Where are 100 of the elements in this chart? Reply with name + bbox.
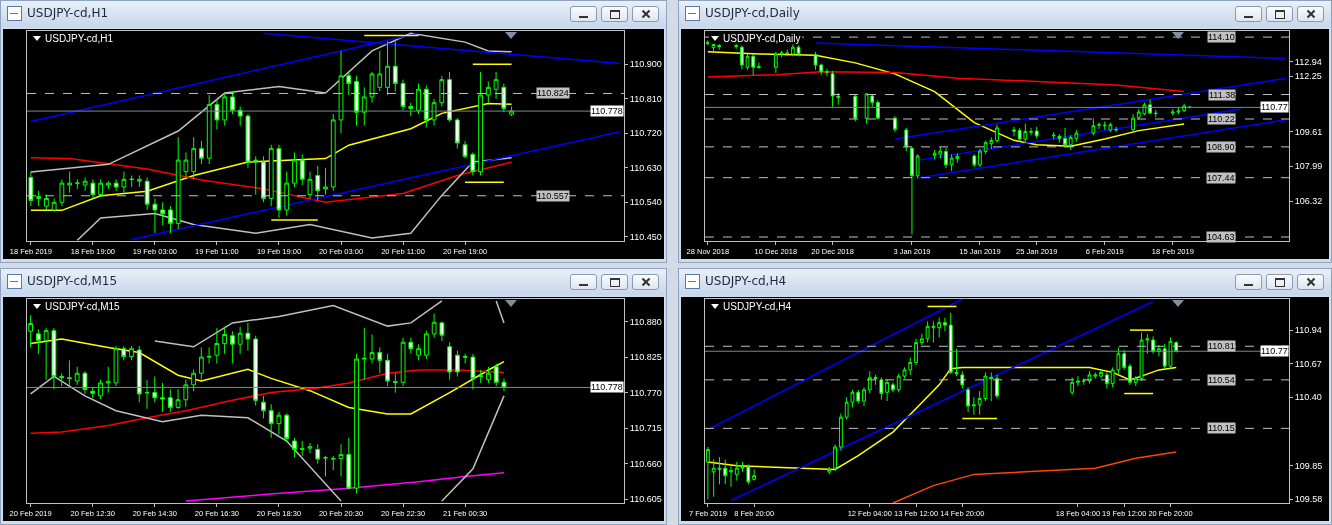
candlestick — [752, 468, 757, 482]
candlestick — [59, 372, 65, 387]
y-tick-label: 110.450 — [629, 231, 662, 242]
candlestick — [206, 94, 212, 165]
candlestick — [152, 197, 158, 234]
candlestick — [400, 337, 406, 387]
candlestick — [261, 395, 266, 419]
candlestick — [113, 178, 119, 192]
candlestick — [222, 326, 228, 355]
candlestick — [90, 178, 96, 199]
candlestick — [478, 369, 484, 384]
candlestick — [160, 201, 166, 226]
candlestick — [995, 374, 999, 400]
candlestick — [729, 465, 733, 488]
y-tick-label: 110.660 — [629, 458, 662, 469]
ref-line-label: 110.15 — [1208, 423, 1235, 433]
y-tick-label: 109.85 — [1294, 460, 1323, 471]
y-tick-label: 109.58 — [1294, 494, 1323, 505]
ref-line-label: 111.38 — [1209, 90, 1236, 100]
candlestick — [369, 334, 375, 365]
candlestick — [462, 353, 468, 365]
candlestick — [893, 115, 897, 133]
y-tick-label: 110.720 — [629, 128, 662, 139]
candlestick — [74, 366, 80, 386]
candlestick — [75, 178, 80, 190]
candlestick — [199, 140, 204, 165]
candlestick — [198, 346, 204, 381]
candlestick — [392, 38, 398, 92]
candlestick — [423, 330, 429, 360]
candlestick — [885, 379, 890, 402]
candlestick — [486, 366, 491, 384]
candlestick — [28, 171, 34, 207]
candlestick — [160, 382, 165, 413]
candlestick — [827, 466, 832, 475]
candlestick — [1151, 335, 1156, 355]
ref-line-label: 114.10 — [1208, 32, 1235, 42]
candlestick — [400, 79, 406, 111]
ref-line-label: 107.44 — [1207, 173, 1235, 183]
candlestick — [470, 353, 476, 390]
candlestick — [284, 412, 290, 442]
candlestick — [416, 343, 422, 361]
candlestick — [43, 327, 49, 381]
candlestick — [261, 155, 266, 203]
y-tick-label: 110.715 — [629, 423, 662, 434]
y-tick-label: 110.540 — [629, 197, 662, 208]
candlestick — [1034, 126, 1039, 139]
candlestick — [873, 374, 878, 386]
candlestick — [1148, 98, 1152, 115]
candlestick — [191, 136, 197, 180]
candlestick — [705, 39, 710, 47]
candlestick — [1153, 109, 1158, 118]
candlestick — [501, 83, 507, 113]
candlestick — [121, 345, 127, 361]
candlestick — [853, 94, 858, 123]
candlestick — [447, 71, 452, 123]
candlestick — [431, 98, 437, 127]
ref-line-label: 110.77 — [1261, 102, 1288, 112]
candlestick — [136, 345, 142, 403]
chart-title: USDJPY-cd,M15 — [27, 274, 118, 288]
candlestick — [98, 178, 104, 198]
candlestick — [1128, 363, 1132, 386]
chart-subtitle: USDJPY-cd,H1 — [45, 33, 113, 44]
candlestick — [28, 314, 34, 348]
candlestick — [1029, 127, 1033, 136]
candlestick — [276, 144, 282, 219]
candlestick — [904, 127, 909, 152]
y-tick-label: 110.94 — [1294, 325, 1322, 336]
candlestick — [315, 165, 321, 201]
candlestick — [183, 151, 189, 178]
ref-line-label: 110.824 — [537, 88, 569, 98]
candlestick — [431, 313, 437, 339]
candlestick — [408, 337, 414, 355]
candlestick — [493, 71, 499, 100]
candlestick — [129, 174, 135, 188]
candlestick — [338, 50, 344, 134]
candlestick — [385, 353, 390, 387]
chart-title: USDJPY-cd,Daily — [705, 6, 800, 20]
ref-line-label: 110.557 — [537, 191, 569, 201]
candlestick — [175, 388, 181, 410]
candlestick — [307, 442, 313, 454]
line-series — [30, 102, 513, 212]
candlestick — [315, 443, 321, 465]
candlestick — [705, 446, 710, 500]
y-tick-label: 110.770 — [629, 387, 662, 398]
candlestick — [268, 144, 274, 207]
candlestick — [462, 140, 468, 159]
candlestick — [1070, 376, 1075, 396]
y-tick-label: 110.825 — [629, 352, 662, 363]
candlestick — [307, 171, 313, 199]
y-tick-label: 112.25 — [1294, 71, 1322, 82]
candlestick — [191, 368, 196, 392]
candlestick — [1122, 349, 1127, 371]
candlestick — [206, 346, 212, 365]
candlestick — [354, 75, 359, 127]
candlestick — [485, 81, 491, 104]
candlestick — [113, 345, 119, 387]
candlestick — [439, 321, 445, 342]
line-series — [185, 471, 505, 502]
y-tick-label: 107.99 — [1294, 161, 1323, 172]
y-tick-label: 110.67 — [1294, 358, 1322, 369]
